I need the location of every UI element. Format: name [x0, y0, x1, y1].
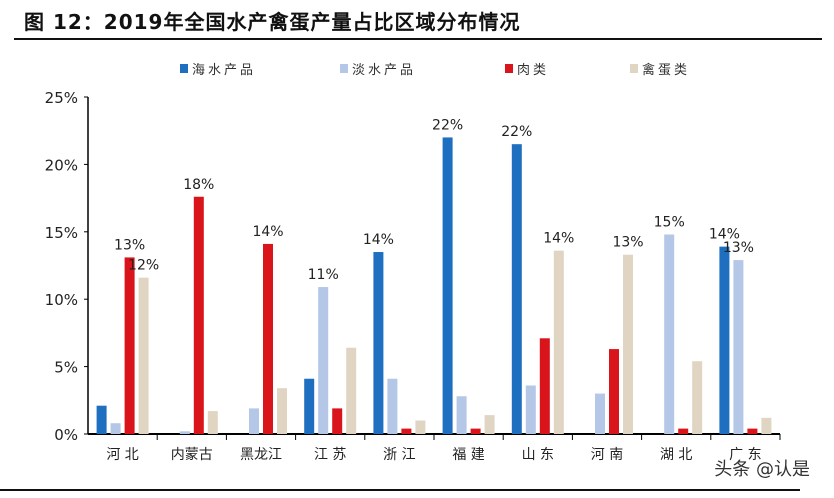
- x-tick-label: 浙 江: [383, 447, 415, 463]
- bottom-divider: [0, 489, 800, 491]
- bar-肉类: [539, 338, 550, 434]
- x-tick-label: 山 东: [522, 447, 554, 463]
- bar-海水产品: [511, 144, 522, 434]
- bar-海水产品: [373, 252, 384, 434]
- bar-淡水产品: [456, 396, 467, 434]
- legend-label: 肉类: [517, 63, 549, 78]
- data-label: 13%: [114, 237, 145, 253]
- x-tick-label: 广 东: [729, 447, 761, 463]
- bar-肉类: [193, 196, 204, 434]
- x-tick-label: 湖 北: [660, 447, 692, 463]
- bar-禽蛋类: [623, 254, 633, 434]
- data-label: 18%: [183, 177, 214, 193]
- bar-禽蛋类: [138, 277, 149, 434]
- legend-label: 海水产品: [192, 63, 256, 78]
- data-label: 13%: [612, 235, 643, 251]
- bar-肉类: [263, 243, 273, 434]
- x-tick-label: 福 建: [452, 447, 484, 463]
- data-label: 14%: [543, 231, 574, 247]
- x-tick-label: 河 北: [106, 447, 138, 463]
- legend-swatch: [340, 64, 348, 73]
- bar-肉类: [470, 428, 481, 434]
- bar-淡水产品: [595, 393, 605, 434]
- legend-swatch: [505, 64, 513, 73]
- y-tick-label: 15%: [45, 224, 78, 242]
- data-label: 22%: [501, 124, 532, 140]
- bar-禽蛋类: [346, 347, 357, 434]
- data-label: 14%: [252, 224, 283, 240]
- x-tick-label: 黑龙江: [240, 447, 282, 463]
- data-label: 11%: [308, 267, 339, 283]
- data-label: 12%: [128, 258, 159, 274]
- y-tick-label: 20%: [45, 156, 78, 174]
- data-label: 14%: [709, 227, 740, 243]
- bar-淡水产品: [664, 234, 675, 434]
- bar-淡水产品: [318, 287, 329, 434]
- bar-禽蛋类: [277, 388, 287, 434]
- bar-淡水产品: [733, 260, 744, 434]
- legend-swatch: [180, 64, 188, 73]
- bar-淡水产品: [249, 408, 259, 434]
- bar-禽蛋类: [484, 415, 495, 434]
- bar-禽蛋类: [553, 250, 564, 434]
- bar-淡水产品: [110, 423, 121, 434]
- bar-淡水产品: [387, 378, 398, 434]
- bar-禽蛋类: [692, 361, 703, 434]
- legend-label: 淡水产品: [352, 63, 416, 78]
- bar-肉类: [678, 428, 689, 434]
- y-tick-label: 0%: [54, 426, 78, 444]
- data-label: 13%: [723, 240, 754, 256]
- y-tick-label: 10%: [45, 291, 78, 309]
- y-tick-label: 5%: [54, 359, 78, 377]
- bar-海水产品: [442, 137, 453, 434]
- bar-禽蛋类: [207, 411, 218, 434]
- data-label: 15%: [654, 214, 685, 230]
- bar-海水产品: [96, 405, 107, 434]
- y-tick-label: 25%: [45, 89, 78, 107]
- title-divider: [14, 38, 822, 40]
- bar-肉类: [747, 428, 758, 434]
- bar-肉类: [124, 257, 135, 434]
- legend-swatch: [630, 64, 638, 73]
- bar-淡水产品: [179, 431, 190, 434]
- bar-禽蛋类: [761, 417, 772, 434]
- watermark: 头条 @认是: [714, 459, 810, 480]
- bar-肉类: [401, 428, 412, 434]
- bar-肉类: [609, 349, 619, 434]
- bar-肉类: [332, 408, 343, 434]
- legend-label: 禽蛋类: [642, 62, 690, 78]
- bar-淡水产品: [525, 385, 536, 434]
- x-tick-label: 河 南: [591, 447, 623, 463]
- bar-禽蛋类: [415, 420, 426, 434]
- x-tick-label: 内蒙古: [171, 447, 213, 463]
- x-tick-label: 江 苏: [314, 447, 346, 463]
- data-label: 22%: [432, 117, 463, 133]
- bar-海水产品: [304, 378, 315, 434]
- figure-title: 图 12：2019年全国水产禽蛋产量占比区域分布情况: [24, 10, 521, 34]
- bar-海水产品: [719, 246, 730, 434]
- data-label: 14%: [363, 232, 394, 248]
